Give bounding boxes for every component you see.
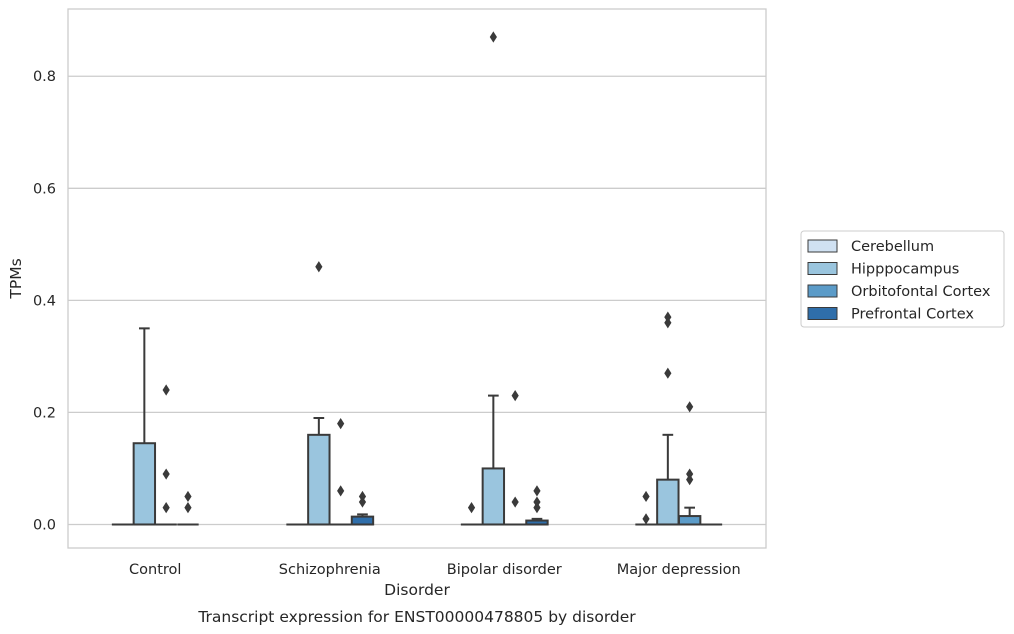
plot-area (68, 9, 766, 548)
box (132, 442, 157, 526)
outlier-point (184, 502, 192, 514)
legend-frame (800, 230, 1005, 328)
legend-label: Prefrontal Cortex (851, 307, 974, 323)
x-tick-label: Control (129, 562, 181, 578)
chart-title: Transcript expression for ENST0000047880… (197, 608, 636, 626)
legend-swatch (807, 239, 838, 253)
outlier-point (686, 401, 694, 413)
outlier-point (489, 31, 497, 43)
legend-swatch (807, 284, 838, 298)
y-tick-label: 0.2 (33, 405, 56, 421)
box (307, 433, 331, 526)
y-axis-title: TPMs (7, 258, 25, 299)
x-tick-label: Major depression (617, 562, 741, 578)
box (656, 478, 680, 526)
plot-frame (67, 8, 767, 549)
legend: Cerebellum Hipppocampus Orbitofontal Corte… (800, 230, 1005, 328)
outlier-point (642, 490, 650, 503)
box (481, 467, 506, 526)
legend-label: Orbitofontal Cortex (851, 284, 991, 300)
y-axis-ticks: 0.0 0.2 0.4 0.6 0.8 (33, 69, 56, 533)
box-group (525, 485, 549, 526)
outlier-point (664, 317, 672, 329)
box-group (350, 490, 375, 526)
box-group (155, 384, 177, 526)
y-tick-label: 0.0 (33, 517, 56, 533)
box-group (635, 490, 657, 526)
outlier-point (162, 468, 170, 480)
box-group (177, 490, 199, 526)
outlier-point (533, 485, 541, 497)
outlier-point (467, 502, 476, 514)
box-group (677, 401, 702, 526)
box-group (460, 502, 483, 526)
x-tick-label: Bipolar disorder (447, 562, 562, 578)
x-tick-label: Schizophrenia (279, 562, 381, 578)
outlier-point (511, 496, 519, 508)
x-axis-ticks: Control Schizophrenia Bipolar disorder Majo… (129, 562, 741, 578)
outlier-point (337, 485, 345, 497)
box (350, 515, 375, 526)
x-axis-title: Disorder (384, 581, 450, 599)
y-tick-label: 0.6 (33, 181, 56, 197)
outlier-point (642, 513, 650, 525)
outlier-point (162, 384, 170, 396)
outlier-point (664, 311, 672, 323)
box-group (307, 261, 331, 526)
box-group (656, 311, 680, 526)
y-tick-label: 0.8 (33, 69, 56, 85)
legend-swatch (807, 262, 838, 275)
outlier-point (511, 390, 519, 402)
outlier-point (337, 418, 345, 430)
box-group (481, 31, 506, 526)
outlier-point (358, 490, 367, 503)
outlier-point (358, 496, 367, 508)
outlier-point (184, 490, 192, 503)
outlier-point (533, 502, 541, 514)
box-group (132, 327, 157, 526)
y-tick-label: 0.4 (33, 293, 56, 309)
outlier-point (533, 496, 541, 508)
legend-label: Cerebellum (851, 239, 934, 255)
outlier-point (162, 502, 170, 514)
outlier-point (315, 261, 323, 273)
legend-swatch (807, 307, 838, 320)
box-group (329, 418, 352, 526)
box-marks (111, 31, 723, 526)
legend-label: Hipppocampus (851, 262, 959, 278)
box (677, 515, 702, 526)
outlier-point (686, 468, 694, 480)
outlier-point (686, 474, 694, 486)
box-group (504, 390, 526, 526)
outlier-point (664, 367, 672, 379)
